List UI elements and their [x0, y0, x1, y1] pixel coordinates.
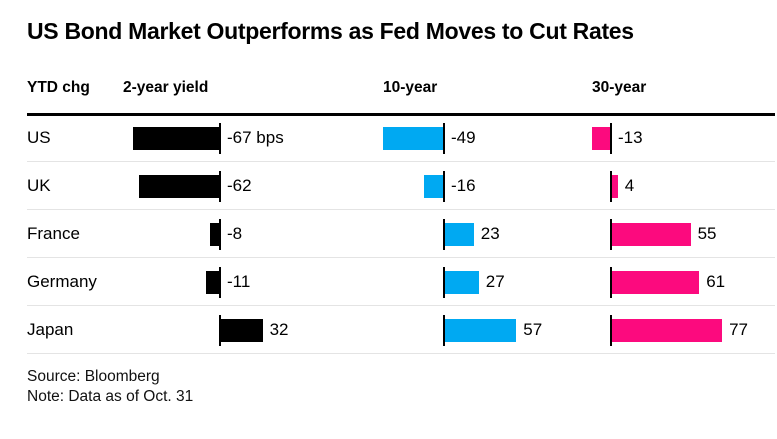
value-label-10-year: 23	[480, 224, 500, 243]
bar-2-year-yield	[209, 222, 220, 246]
row-separator	[27, 161, 775, 162]
row-separator	[27, 257, 775, 258]
zero-baseline-tick	[443, 170, 445, 202]
table-row: UK -62 -16 4	[0, 162, 777, 210]
zero-baseline-tick	[219, 314, 221, 346]
table-row: France -8 23 55	[0, 210, 777, 258]
value-label-2-year-yield: -67 bps	[227, 128, 284, 147]
table-row: Germany -11 27 61	[0, 258, 777, 306]
value-label-10-year: 57	[523, 320, 543, 339]
bar-2-year-yield	[132, 126, 220, 150]
chart-title: US Bond Market Outperforms as Fed Moves …	[27, 18, 634, 44]
bar-10-year	[424, 174, 444, 198]
value-label-2-year-yield: -11	[227, 272, 251, 291]
column-header-30-year: 30-year	[592, 79, 647, 96]
zero-baseline-tick	[219, 218, 221, 250]
row-label-japan: Japan	[27, 320, 74, 339]
table-row: Japan 32 57 77	[0, 306, 777, 354]
zero-baseline-tick	[219, 170, 221, 202]
row-separator	[27, 209, 775, 210]
value-label-10-year: -49	[451, 128, 476, 147]
bar-10-year	[445, 318, 517, 342]
row-separator	[27, 305, 775, 306]
column-header-2-year-yield: 2-year yield	[123, 79, 209, 96]
value-label-10-year: -16	[451, 176, 476, 195]
zero-baseline-tick	[610, 218, 612, 250]
zero-baseline-tick	[443, 218, 445, 250]
row-label-germany: Germany	[27, 272, 97, 291]
zero-baseline-tick	[219, 266, 221, 298]
zero-baseline-tick	[610, 266, 612, 298]
value-label-30-year: 61	[706, 272, 726, 291]
zero-baseline-tick	[443, 122, 445, 154]
zero-baseline-tick	[610, 314, 612, 346]
source-note: Source: Bloomberg	[27, 368, 160, 385]
value-label-30-year: 77	[729, 320, 749, 339]
zero-baseline-tick	[443, 266, 445, 298]
row-separator	[27, 353, 775, 354]
zero-baseline-tick	[610, 170, 612, 202]
value-label-30-year: -13	[618, 128, 643, 147]
bar-10-year	[445, 222, 474, 246]
data-note: Note: Data as of Oct. 31	[27, 388, 194, 405]
chart-footer: Source: Bloomberg Note: Data as of Oct. …	[27, 367, 193, 407]
header-rule	[27, 113, 775, 116]
value-label-2-year-yield: 32	[269, 320, 289, 339]
bar-2-year-yield	[139, 174, 220, 198]
table-row: US -67 bps -49 -13	[0, 114, 777, 162]
row-label-uk: UK	[27, 176, 51, 195]
value-label-30-year: 4	[624, 176, 635, 195]
bar-2-year-yield	[205, 270, 220, 294]
zero-baseline-tick	[443, 314, 445, 346]
value-label-10-year: 27	[485, 272, 505, 291]
bar-30-year	[612, 174, 618, 198]
zero-baseline-tick	[219, 122, 221, 154]
column-header-10-year: 10-year	[383, 79, 438, 96]
value-label-2-year-yield: -8	[227, 224, 243, 243]
value-label-30-year: 55	[697, 224, 717, 243]
zero-baseline-tick	[610, 122, 612, 154]
bar-30-year	[612, 222, 691, 246]
row-label-us: US	[27, 128, 51, 147]
row-label-france: France	[27, 224, 80, 243]
bar-30-year	[612, 318, 723, 342]
bar-10-year	[445, 270, 479, 294]
bar-10-year	[382, 126, 445, 150]
value-label-2-year-yield: -62	[227, 176, 252, 195]
column-header-ytd-chg: YTD chg	[27, 79, 90, 96]
bar-30-year	[612, 270, 700, 294]
bar-2-year-yield	[221, 318, 263, 342]
bar-30-year	[592, 126, 611, 150]
